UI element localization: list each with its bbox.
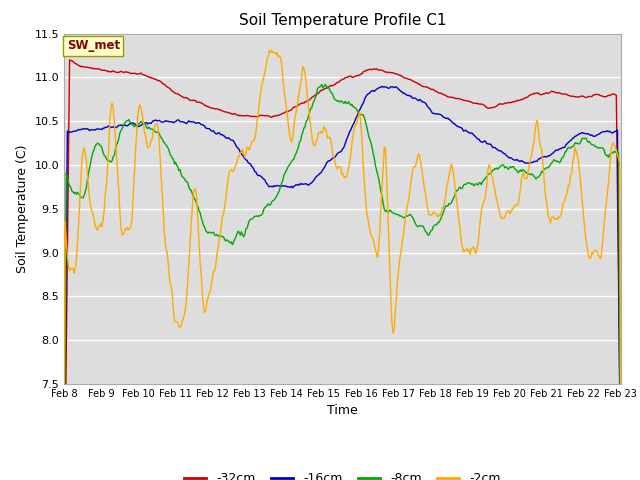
X-axis label: Time: Time bbox=[327, 405, 358, 418]
Y-axis label: Soil Temperature (C): Soil Temperature (C) bbox=[16, 144, 29, 273]
Legend: -32cm, -16cm, -8cm, -2cm: -32cm, -16cm, -8cm, -2cm bbox=[179, 467, 506, 480]
Text: SW_met: SW_met bbox=[67, 39, 120, 52]
Title: Soil Temperature Profile C1: Soil Temperature Profile C1 bbox=[239, 13, 446, 28]
